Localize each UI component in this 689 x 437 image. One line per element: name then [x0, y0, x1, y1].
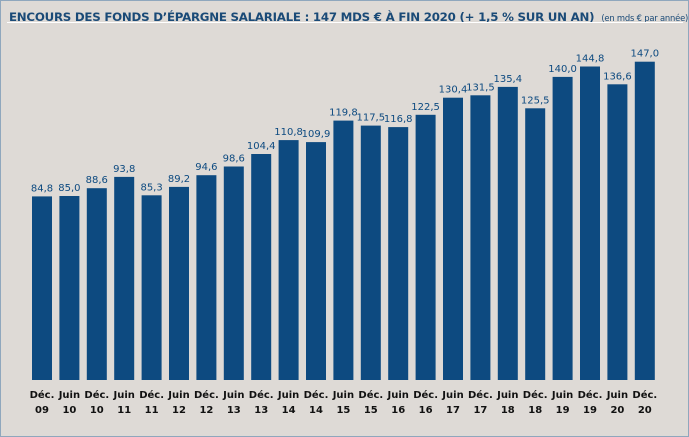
value-label-19: 140,0 — [548, 64, 577, 75]
value-label-20: 144,8 — [576, 54, 605, 65]
value-label-14: 122,5 — [411, 102, 440, 113]
category-label-18: Déc. 18 — [523, 389, 548, 416]
value-label-1: 85,0 — [58, 183, 80, 194]
bar-8 — [251, 154, 272, 380]
bar-20 — [580, 66, 600, 380]
chart-title-row: ENCOURS DES FONDS D’ÉPARGNE SALARIALE : … — [9, 6, 688, 25]
chart-unit-note: (en mds € par année) — [601, 13, 689, 23]
bar-16 — [470, 95, 491, 381]
value-label-8: 104,4 — [247, 141, 276, 152]
value-label-9: 110,8 — [274, 127, 303, 138]
chart-title: ENCOURS DES FONDS D’ÉPARGNE SALARIALE : … — [9, 10, 595, 24]
value-label-6: 94,6 — [195, 162, 217, 173]
value-label-2: 88,6 — [86, 175, 108, 186]
category-label-17: Juin 18 — [496, 390, 518, 416]
category-label-4: Déc. 11 — [139, 389, 164, 416]
category-label-7: Juin 13 — [222, 390, 244, 416]
category-label-5: Juin 12 — [167, 390, 189, 416]
title-divider — [7, 22, 683, 23]
bar-14 — [415, 114, 436, 381]
value-label-17: 135,4 — [493, 74, 522, 85]
value-label-11: 119,8 — [329, 108, 358, 119]
category-label-21: Juin 20 — [606, 390, 628, 416]
category-label-0: Déc. 09 — [30, 389, 55, 416]
bar-21 — [607, 84, 628, 381]
bar-0 — [32, 196, 52, 380]
category-label-16: Déc. 17 — [468, 389, 493, 416]
value-label-16: 131,5 — [466, 82, 495, 93]
bar-9 — [278, 140, 299, 380]
bar-1 — [59, 196, 80, 380]
value-label-7: 98,6 — [223, 154, 245, 165]
category-label-3: Juin 11 — [113, 390, 135, 416]
category-label-8: Déc. 13 — [249, 389, 274, 416]
value-label-22: 147,0 — [630, 49, 659, 60]
category-label-14: Déc. 16 — [413, 389, 438, 416]
value-label-15: 130,4 — [439, 85, 468, 96]
value-label-3: 93,8 — [113, 164, 135, 175]
bar-5 — [169, 186, 189, 380]
bar-6 — [196, 175, 217, 380]
bar-4 — [141, 195, 162, 380]
bar-7 — [223, 166, 244, 380]
value-label-12: 117,5 — [356, 113, 385, 124]
bar-11 — [333, 120, 354, 380]
bar-19 — [552, 76, 573, 381]
value-label-21: 136,6 — [603, 71, 632, 82]
bar-15 — [443, 97, 463, 380]
value-label-13: 116,8 — [384, 114, 413, 125]
category-label-11: Juin 15 — [332, 390, 354, 416]
bar-17 — [497, 86, 518, 381]
category-label-13: Juin 16 — [387, 390, 409, 416]
category-label-10: Déc. 14 — [304, 389, 329, 416]
bar-2 — [86, 188, 107, 380]
category-label-1: Juin 10 — [58, 390, 80, 416]
category-label-22: Déc. 20 — [632, 389, 657, 416]
category-label-6: Déc. 12 — [194, 389, 219, 416]
category-label-20: Déc. 19 — [578, 389, 603, 416]
category-label-15: Juin 17 — [441, 390, 463, 416]
value-label-4: 85,3 — [140, 182, 162, 193]
category-label-9: Juin 14 — [277, 390, 299, 416]
value-label-18: 125,5 — [521, 95, 550, 106]
bar-22 — [634, 61, 655, 380]
bar-18 — [525, 108, 546, 381]
value-label-10: 109,9 — [302, 129, 331, 140]
bar-3 — [114, 176, 135, 380]
value-label-5: 89,2 — [168, 174, 190, 185]
category-label-19: Juin 19 — [551, 390, 573, 416]
bar-10 — [306, 142, 326, 380]
bar-12 — [360, 125, 381, 380]
category-label-12: Déc. 15 — [358, 389, 383, 416]
bar-13 — [388, 127, 409, 380]
category-label-2: Déc. 10 — [84, 389, 109, 416]
value-label-0: 84,8 — [31, 183, 53, 194]
